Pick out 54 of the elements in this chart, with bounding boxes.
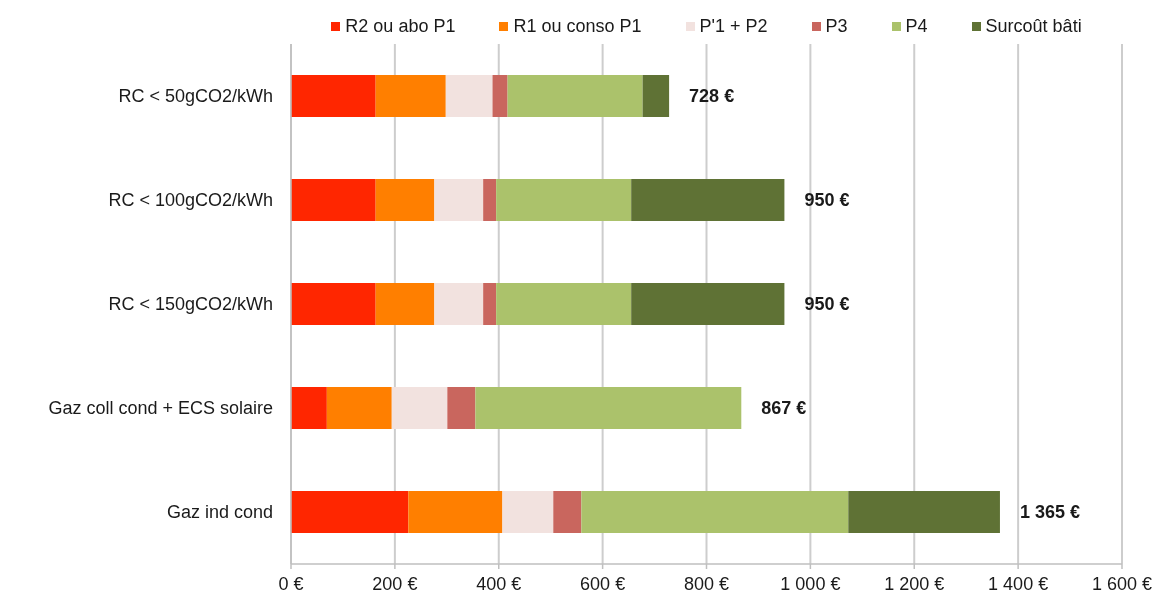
legend-label: R2 ou abo P1 bbox=[345, 16, 456, 37]
bar bbox=[434, 179, 484, 221]
bar bbox=[291, 387, 327, 429]
legend-label: Surcoût bâti bbox=[985, 16, 1082, 37]
bar bbox=[642, 75, 670, 117]
bar bbox=[375, 75, 446, 117]
bar bbox=[496, 283, 632, 325]
total-label: 950 € bbox=[804, 294, 850, 314]
y-tick-label: RC < 50gCO2/kWh bbox=[118, 86, 273, 107]
y-tick-label: Gaz ind cond bbox=[166, 502, 273, 523]
bar bbox=[434, 283, 484, 325]
bar bbox=[483, 283, 497, 325]
total-label: 1 365 € bbox=[1019, 502, 1081, 522]
bar bbox=[553, 491, 582, 533]
total-label: 867 € bbox=[761, 398, 807, 418]
bar bbox=[291, 491, 409, 533]
bar bbox=[631, 179, 785, 221]
bar bbox=[447, 387, 476, 429]
total-label: 728 € bbox=[689, 86, 735, 106]
x-tick-label: 1 400 € bbox=[988, 573, 1049, 594]
bar bbox=[502, 491, 554, 533]
legend-label: P4 bbox=[905, 16, 928, 37]
x-tick-label: 1 000 € bbox=[780, 573, 841, 594]
bar bbox=[475, 387, 742, 429]
legend-label: R1 ou conso P1 bbox=[513, 16, 642, 37]
x-tick-label: 1 600 € bbox=[1091, 573, 1153, 594]
x-tick-label: 600 € bbox=[580, 573, 626, 594]
y-tick-label: RC < 150gCO2/kWh bbox=[108, 294, 273, 315]
bar bbox=[291, 75, 376, 117]
bar bbox=[391, 387, 448, 429]
y-tick-label: Gaz coll cond + ECS solaire bbox=[48, 398, 273, 419]
bar bbox=[375, 179, 435, 221]
bar bbox=[445, 75, 493, 117]
legend-label: P'1 + P2 bbox=[699, 16, 768, 37]
legend-label: P3 bbox=[825, 16, 848, 37]
x-tick-label: 0 € bbox=[278, 573, 304, 594]
x-tick-label: 800 € bbox=[683, 573, 730, 594]
bar bbox=[291, 283, 376, 325]
x-tick-label: 1 200 € bbox=[884, 573, 945, 594]
x-tick-label: 200 € bbox=[372, 573, 418, 594]
bar bbox=[496, 179, 632, 221]
bar bbox=[631, 283, 785, 325]
bar bbox=[408, 491, 503, 533]
bar bbox=[507, 75, 643, 117]
bar bbox=[291, 179, 376, 221]
y-tick-label: RC < 100gCO2/kWh bbox=[108, 190, 273, 211]
x-tick-label: 400 € bbox=[476, 573, 522, 594]
bar bbox=[326, 387, 392, 429]
bar bbox=[848, 491, 1000, 533]
bar bbox=[492, 75, 508, 117]
bar bbox=[581, 491, 849, 533]
total-label: 950 € bbox=[804, 190, 850, 210]
bar bbox=[375, 283, 435, 325]
bar bbox=[483, 179, 497, 221]
